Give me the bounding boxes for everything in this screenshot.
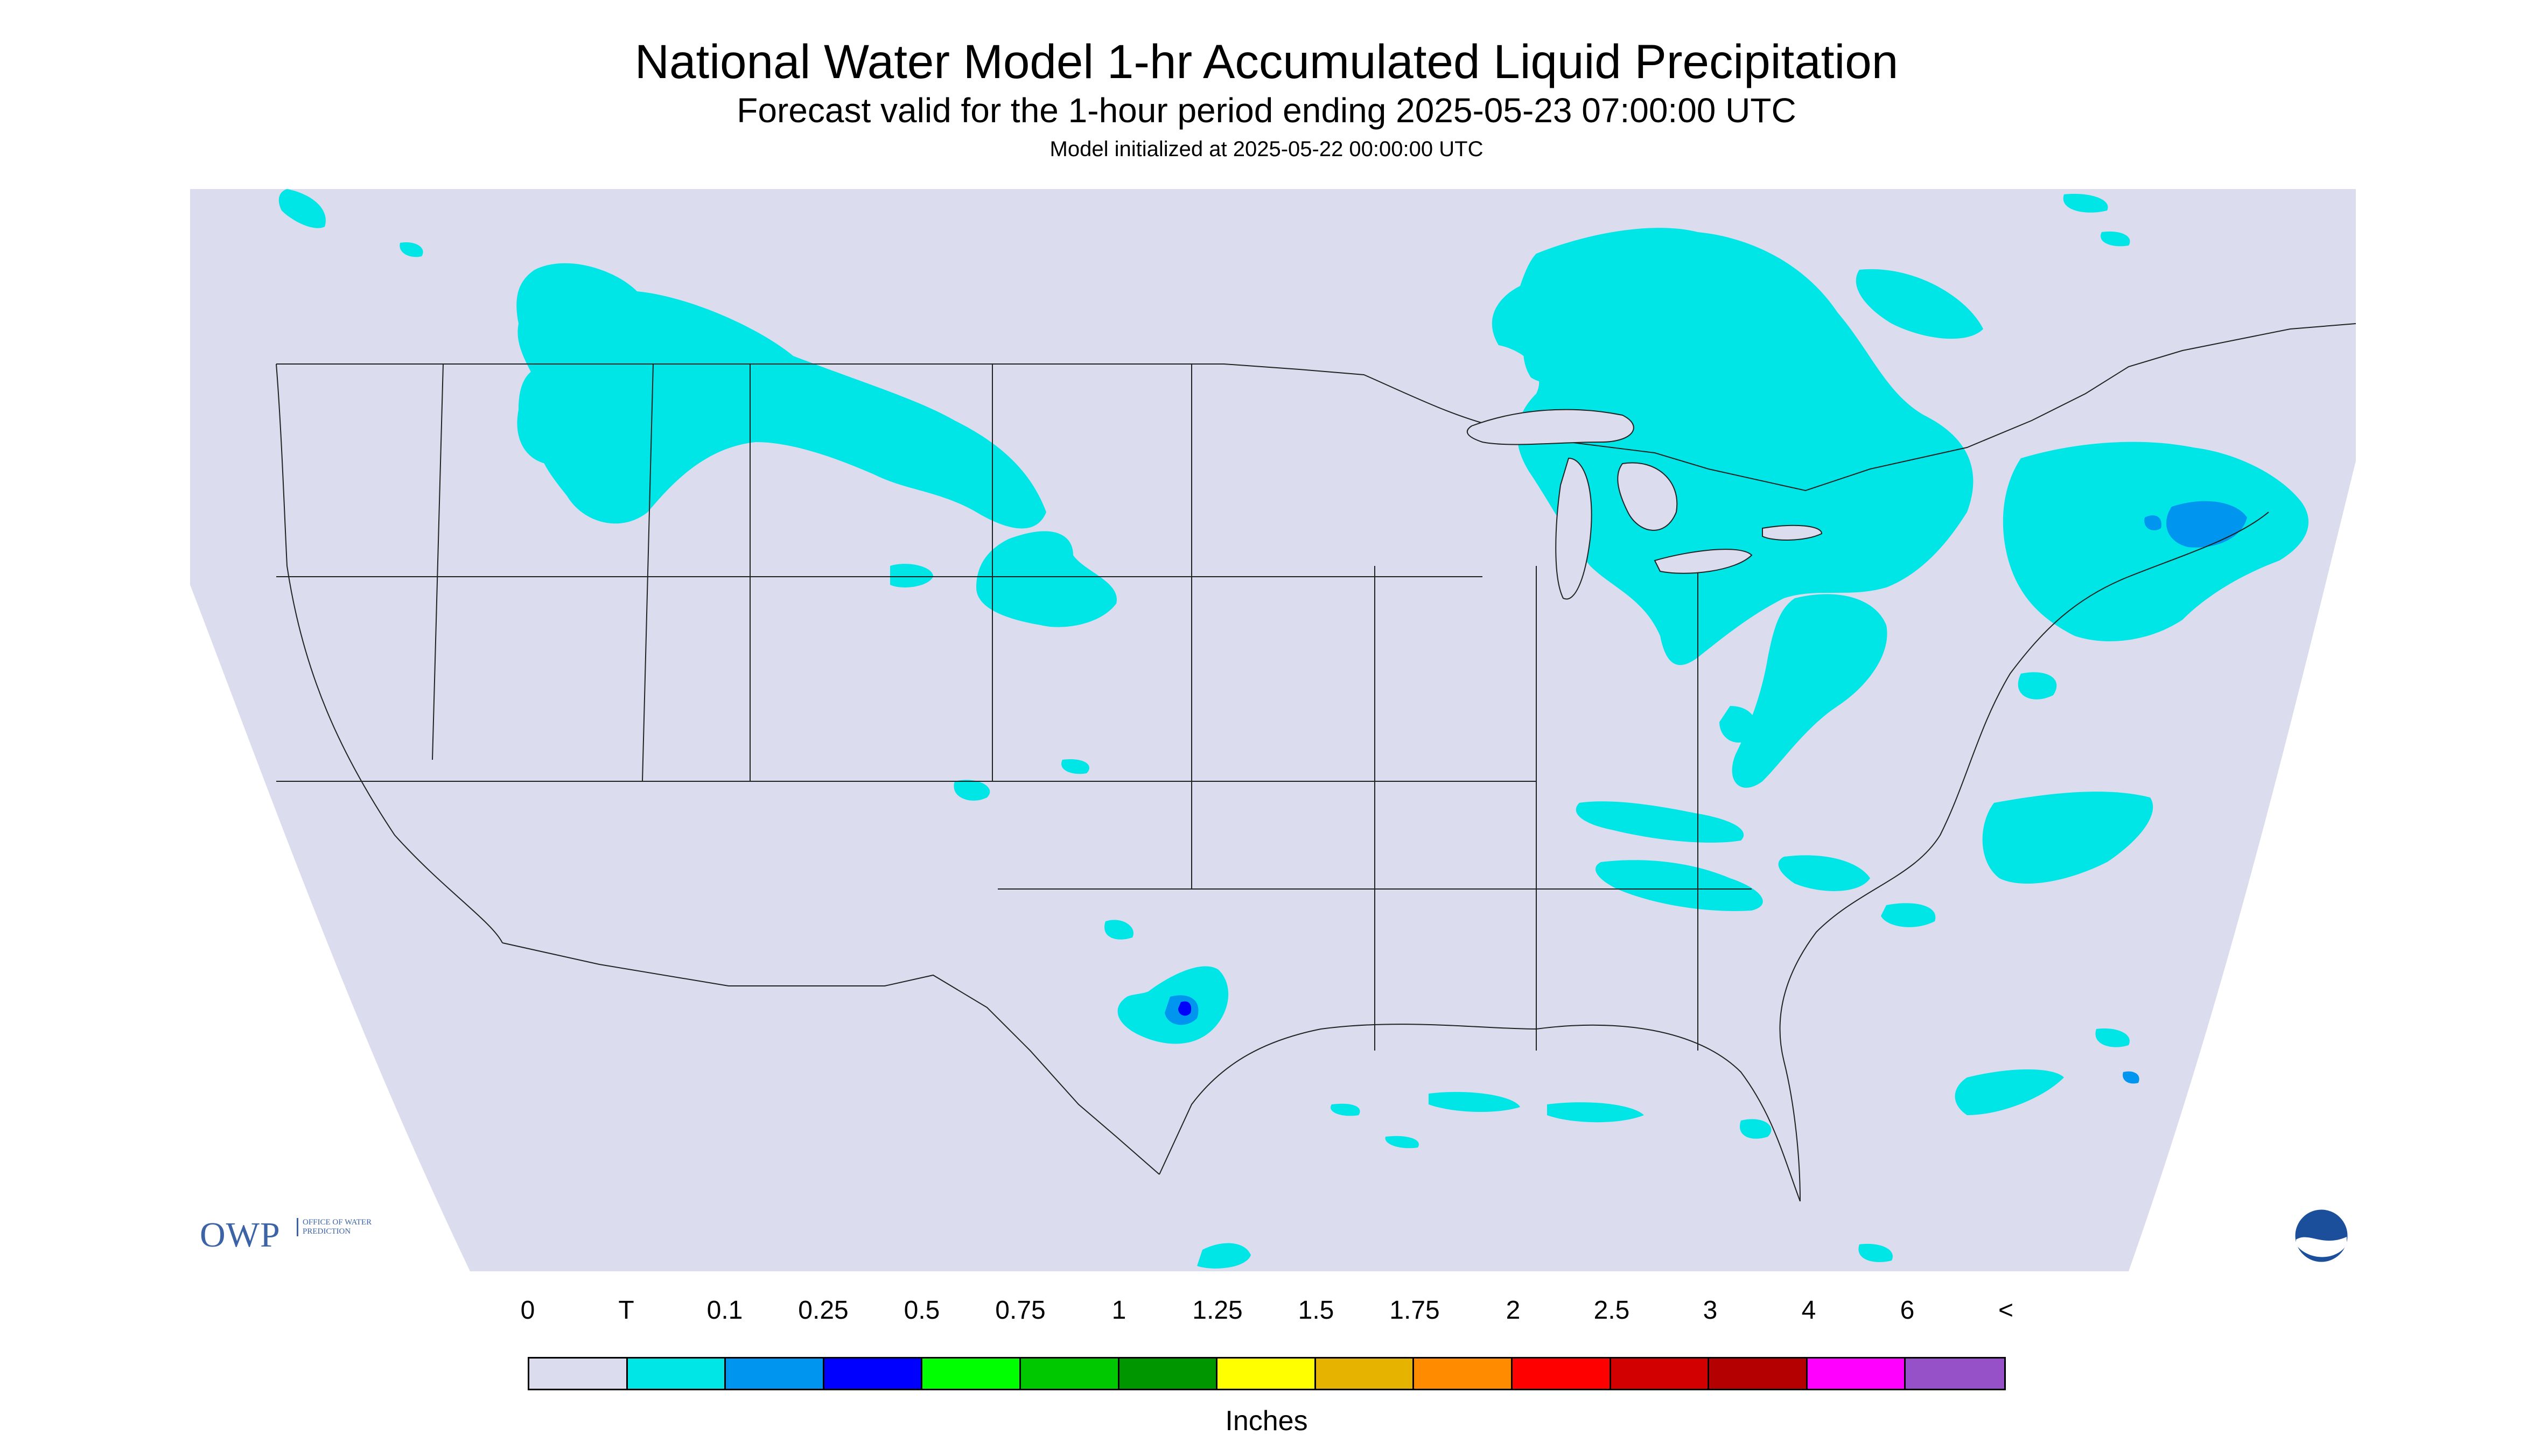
precip-se-dakota	[976, 531, 1117, 627]
legend-tick-label: 1	[1111, 1296, 1126, 1325]
legend-tick-label: 2.5	[1593, 1296, 1630, 1325]
precip-gulf-3	[1547, 1102, 1644, 1123]
legend-color-bar	[528, 1357, 2006, 1390]
precip-tn-band	[1576, 801, 1744, 843]
legend-labels: 0 T 0.1 0.25 0.5 0.75 1 1.25 1.5 1.75 2 2.5 3 4 6 <	[521, 1296, 2014, 1339]
legend-swatch	[1611, 1359, 1710, 1389]
precip-idaho	[517, 366, 599, 465]
precip-light-atlantic	[2123, 1071, 2139, 1084]
legend-tick-label: 0	[520, 1296, 535, 1325]
lake-superior	[1466, 409, 1634, 445]
legend-tick-label: 4	[1801, 1296, 1816, 1325]
legend-tick-label: 0.1	[706, 1296, 743, 1325]
legend-swatch	[1119, 1359, 1218, 1389]
precip-light-mass	[2144, 515, 2161, 530]
legend-swatch	[1217, 1359, 1316, 1389]
legend-swatch	[922, 1359, 1021, 1389]
canada-us-border	[276, 323, 2356, 492]
legend-tick-label: 6	[1900, 1296, 1915, 1325]
legend-swatch	[1906, 1359, 2004, 1389]
legend-tick-label: 0.25	[798, 1296, 849, 1325]
legend-swatch	[1512, 1359, 1611, 1389]
lake-huron	[1617, 462, 1678, 531]
great-lakes	[1466, 409, 1823, 600]
precip-atlantic-offshore	[2018, 672, 2057, 699]
legend-tick-label: 0.75	[995, 1296, 1046, 1325]
precip-nw-corner	[278, 189, 326, 228]
political-borders	[276, 323, 2356, 1202]
precip-atlantic-se	[1982, 792, 2153, 884]
precip-sc-band	[1596, 860, 1763, 911]
legend-swatch	[529, 1359, 628, 1389]
precip-northeast	[2003, 442, 2309, 641]
lake-erie	[1654, 549, 1753, 574]
precip-mid-atlantic	[1732, 594, 1887, 788]
precipitation-legend: 0 T 0.1 0.25 0.5 0.75 1 1.25 1.5 1.75 2 2.5 3 4 6 <	[521, 1296, 2014, 1390]
legend-tick-label: 2	[1506, 1296, 1521, 1325]
noaa-logo-icon	[2293, 1208, 2349, 1264]
lake-ontario	[1762, 524, 1823, 541]
map-subtitle: Forecast valid for the 1-hour period end…	[737, 91, 1796, 130]
legend-swatch	[1709, 1359, 1808, 1389]
precip-quebec-streak	[1856, 269, 1983, 339]
owp-logo: OWP OFFICE OF WATER PREDICTION	[200, 1215, 383, 1263]
us-mexico-border	[502, 942, 1160, 1175]
map-title: National Water Model 1-hr Accumulated Li…	[634, 34, 1899, 88]
precip-maine-atlantic	[2063, 194, 2108, 213]
owp-logo-subtext: OFFICE OF WATER PREDICTION	[297, 1218, 373, 1236]
precip-atlantic-far	[2095, 1028, 2130, 1047]
west-coast	[276, 363, 503, 943]
legend-tick-label: 0.5	[904, 1296, 940, 1325]
legend-tick-label: <	[1998, 1296, 2014, 1325]
precip-mexico-1	[1197, 1243, 1251, 1269]
precip-bc-coast	[400, 242, 423, 257]
model-domain	[190, 189, 2356, 1271]
precip-ohio-valley	[1719, 706, 1756, 743]
legend-swatch	[1020, 1359, 1119, 1389]
legend-tick-label: 1.25	[1192, 1296, 1243, 1325]
east-coast	[1779, 512, 2269, 1202]
precip-ok-bits	[1104, 920, 1133, 940]
precip-moderate-texas	[1178, 1001, 1192, 1016]
precip-trace-areas	[278, 189, 2309, 1269]
owp-logo-text: OWP	[200, 1215, 281, 1255]
legend-swatch	[1316, 1359, 1415, 1389]
precip-gulf-4	[1385, 1136, 1419, 1149]
precip-nova-scotia	[2101, 232, 2130, 247]
legend-swatch	[824, 1359, 923, 1389]
state-line-2	[642, 363, 654, 782]
legend-swatch	[1807, 1359, 1906, 1389]
precip-gulf-2	[1429, 1091, 1520, 1112]
map-canvas	[190, 189, 2356, 1271]
precip-nebraska-bits	[890, 564, 933, 587]
legend-swatch	[726, 1359, 824, 1389]
precip-carolina-sea	[1881, 903, 1936, 927]
legend-tick-label: T	[618, 1296, 634, 1325]
precip-bahamas	[1858, 1244, 1893, 1262]
legend-tick-label: 1.75	[1389, 1296, 1440, 1325]
legend-tick-label: 3	[1703, 1296, 1718, 1325]
precip-caribbean	[1955, 1069, 2064, 1115]
state-line-1	[432, 363, 444, 760]
legend-units: Inches	[1225, 1405, 1308, 1437]
precip-great-lakes	[1492, 228, 1974, 666]
precip-nc-coast	[1778, 855, 1870, 891]
precip-upper-michigan	[1523, 323, 1586, 383]
precip-florida-1	[1740, 1119, 1772, 1139]
precip-northern-rockies	[516, 263, 1046, 529]
precip-moderate-areas	[1178, 1001, 1192, 1016]
precip-co-bits	[1061, 759, 1089, 774]
lake-michigan	[1555, 457, 1592, 600]
precip-gulf-1	[1331, 1103, 1360, 1116]
legend-tick-label: 1.5	[1298, 1296, 1334, 1325]
legend-swatch	[1414, 1359, 1513, 1389]
precip-light-new-england	[2166, 501, 2247, 548]
model-init-time: Model initialized at 2025-05-22 00:00:00…	[1049, 137, 1484, 161]
precip-nm-bits	[954, 780, 990, 801]
precipitation-map: OWP OFFICE OF WATER PREDICTION	[190, 189, 2356, 1271]
legend-swatch	[627, 1359, 726, 1389]
